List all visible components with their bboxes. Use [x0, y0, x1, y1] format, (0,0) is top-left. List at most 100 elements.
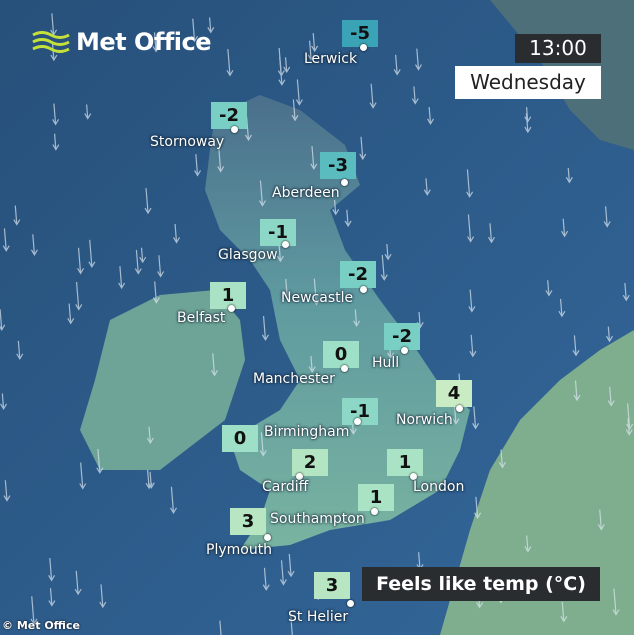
city-dot [360, 286, 367, 293]
city-dot [360, 44, 367, 51]
wind-arrow [207, 17, 215, 34]
time-label: 13:00 [515, 34, 601, 63]
wind-arrow [524, 107, 532, 123]
wind-arrow [607, 386, 615, 407]
wind-arrow [259, 432, 267, 457]
city-label: Newcastle [281, 290, 354, 306]
city-label: Southampton [270, 511, 365, 527]
wind-arrow [287, 553, 295, 578]
city-label: Glasgow [218, 247, 278, 263]
wind-arrow [283, 57, 291, 74]
wind-arrow [344, 209, 352, 228]
wind-arrow [261, 315, 269, 342]
wind-arrow [139, 247, 147, 264]
city-label: London [413, 479, 465, 495]
city-label: Hull [372, 355, 400, 371]
city-label: Cardiff [262, 479, 309, 495]
wind-arrow [393, 54, 401, 76]
wind-arrow [30, 234, 38, 257]
wind-arrow [152, 32, 160, 53]
wind-arrow [423, 178, 431, 196]
temp-box: 4 [436, 380, 472, 407]
city-dot [371, 508, 378, 515]
wind-arrow [2, 228, 10, 252]
copyright: © Met Office [2, 619, 80, 632]
temp-box: -1 [260, 219, 296, 246]
wind-arrow [194, 154, 202, 177]
city-label: Norwich [396, 412, 453, 428]
temp-box: 3 [230, 508, 266, 535]
city-dot [228, 305, 235, 312]
wind-arrow [625, 418, 633, 436]
wind-arrow [426, 107, 435, 126]
wind-arrow [48, 588, 56, 607]
wind-arrow [277, 47, 285, 77]
day-label: Wednesday [455, 66, 601, 99]
wind-arrow [572, 335, 580, 357]
wind-arrow [152, 281, 160, 304]
wind-arrow [226, 48, 234, 77]
wind-arrow [353, 309, 361, 328]
wind-arrow [262, 567, 270, 591]
wind-arrow [498, 449, 506, 469]
wind-arrow [311, 33, 319, 53]
wind-arrow [469, 334, 477, 358]
europe-land [440, 330, 634, 635]
wind-arrow [99, 584, 107, 609]
wind-arrow [452, 405, 460, 425]
wind-arrow [384, 243, 392, 261]
temp-box: -5 [342, 20, 378, 47]
met-office-waves-icon [32, 31, 70, 53]
temp-box: 0 [222, 425, 258, 452]
wind-arrow [3, 480, 11, 502]
city-dot [341, 179, 348, 186]
wind-arrow [622, 282, 630, 302]
wind-arrow [524, 535, 532, 553]
wind-arrow [558, 298, 566, 318]
logo-text: Met Office [76, 28, 212, 56]
wind-arrow [169, 486, 177, 515]
wind-arrow [310, 145, 318, 170]
wind-arrow [144, 187, 152, 215]
wind-arrow [312, 278, 320, 306]
city-label: Manchester [253, 371, 335, 387]
wind-arrow [13, 205, 21, 226]
wind-arrow [291, 99, 299, 122]
city-dot [347, 600, 354, 607]
wind-arrow [48, 558, 56, 582]
wind-arrow [75, 282, 83, 311]
wind-arrow [30, 596, 38, 626]
city-dot [264, 534, 271, 541]
temp-box: 1 [387, 449, 423, 476]
wind-arrow [88, 239, 96, 268]
wind-arrow [472, 406, 480, 430]
wind-arrow [145, 469, 153, 490]
wind-arrow [77, 247, 85, 275]
wind-arrow [50, 43, 58, 62]
wind-arrow [466, 169, 474, 198]
city-label: Aberdeen [272, 185, 340, 201]
wind-arrow [79, 462, 87, 490]
wind-arrow [290, 614, 293, 635]
wind-arrow [283, 278, 291, 298]
wind-arrow [560, 601, 568, 623]
wind-arrow [612, 588, 620, 616]
city-dot [410, 473, 417, 480]
wind-arrow [308, 356, 316, 373]
wind-arrow [279, 560, 287, 586]
wind-arrow [96, 448, 104, 474]
wind-arrow [134, 249, 142, 275]
wind-arrow [74, 570, 82, 596]
wind-arrow [474, 496, 482, 520]
wind-arrow [307, 40, 315, 61]
city-dot [231, 126, 238, 133]
temp-box: -3 [320, 152, 356, 179]
great-britain-land [205, 95, 470, 550]
wind-arrow [561, 218, 569, 238]
wind-arrow [369, 83, 377, 109]
city-label: Belfast [177, 310, 226, 326]
city-label: Birmingham [264, 424, 350, 440]
wind-arrow [217, 147, 225, 173]
wind-arrow [626, 403, 634, 431]
